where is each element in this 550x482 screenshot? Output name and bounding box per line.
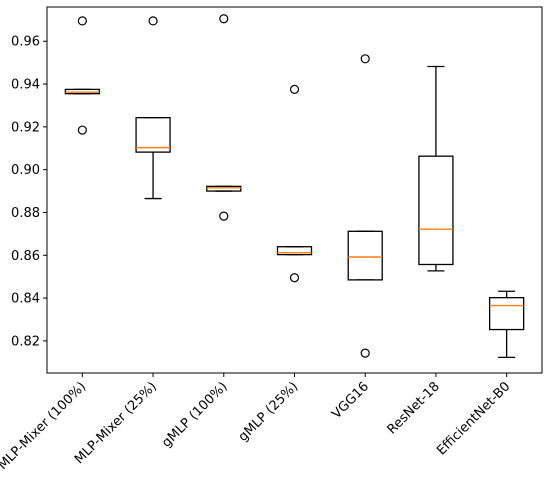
iqr-box xyxy=(418,155,454,266)
box-group xyxy=(347,54,383,358)
outlier-point xyxy=(289,84,300,95)
outlier-point xyxy=(360,54,370,64)
outlier-point xyxy=(219,211,229,221)
x-axis: MLP-Mixer (100%)MLP-Mixer (25%) gMLP (100… xyxy=(0,373,513,473)
iqr-box xyxy=(135,117,171,153)
iqr-box xyxy=(276,246,313,256)
box-group xyxy=(64,16,101,135)
plot-area xyxy=(64,14,525,359)
box-group xyxy=(135,16,171,200)
outlier-point xyxy=(77,16,87,26)
outlier-point xyxy=(148,16,158,26)
x-tick-label: ResNet-18 xyxy=(385,379,443,437)
x-tick-label: gMLP (25%) xyxy=(236,379,302,445)
iqr-box xyxy=(347,230,383,281)
y-tick-label: 0.82 xyxy=(11,334,40,349)
y-tick-label: 0.92 xyxy=(11,120,40,135)
box-group xyxy=(418,65,454,272)
outlier-point xyxy=(77,125,87,135)
box-group xyxy=(206,14,242,221)
iqr-box xyxy=(488,297,525,331)
y-tick-label: 0.86 xyxy=(11,249,40,264)
x-tick-label: gMLP (100%) xyxy=(159,379,230,450)
y-tick-label: 0.94 xyxy=(11,78,40,93)
x-tick-label: VGG16 xyxy=(329,379,372,422)
y-tick-label: 0.88 xyxy=(11,206,40,221)
x-tick-label: EfficientNet-B0 xyxy=(434,379,513,458)
outlier-point xyxy=(219,14,229,24)
box-group xyxy=(488,290,525,359)
outlier-point xyxy=(360,348,370,358)
plot-frame xyxy=(46,6,543,374)
outlier-point xyxy=(289,273,300,283)
y-tick-label: 0.84 xyxy=(11,292,40,307)
box-group xyxy=(276,84,313,283)
iqr-box xyxy=(206,185,242,192)
y-tick-label: 0.96 xyxy=(11,35,40,50)
y-axis: 0.82 0.84 0.86 0.88 0.90 0.92 0.94 0.96 xyxy=(11,35,47,349)
y-tick-label: 0.90 xyxy=(11,163,40,178)
